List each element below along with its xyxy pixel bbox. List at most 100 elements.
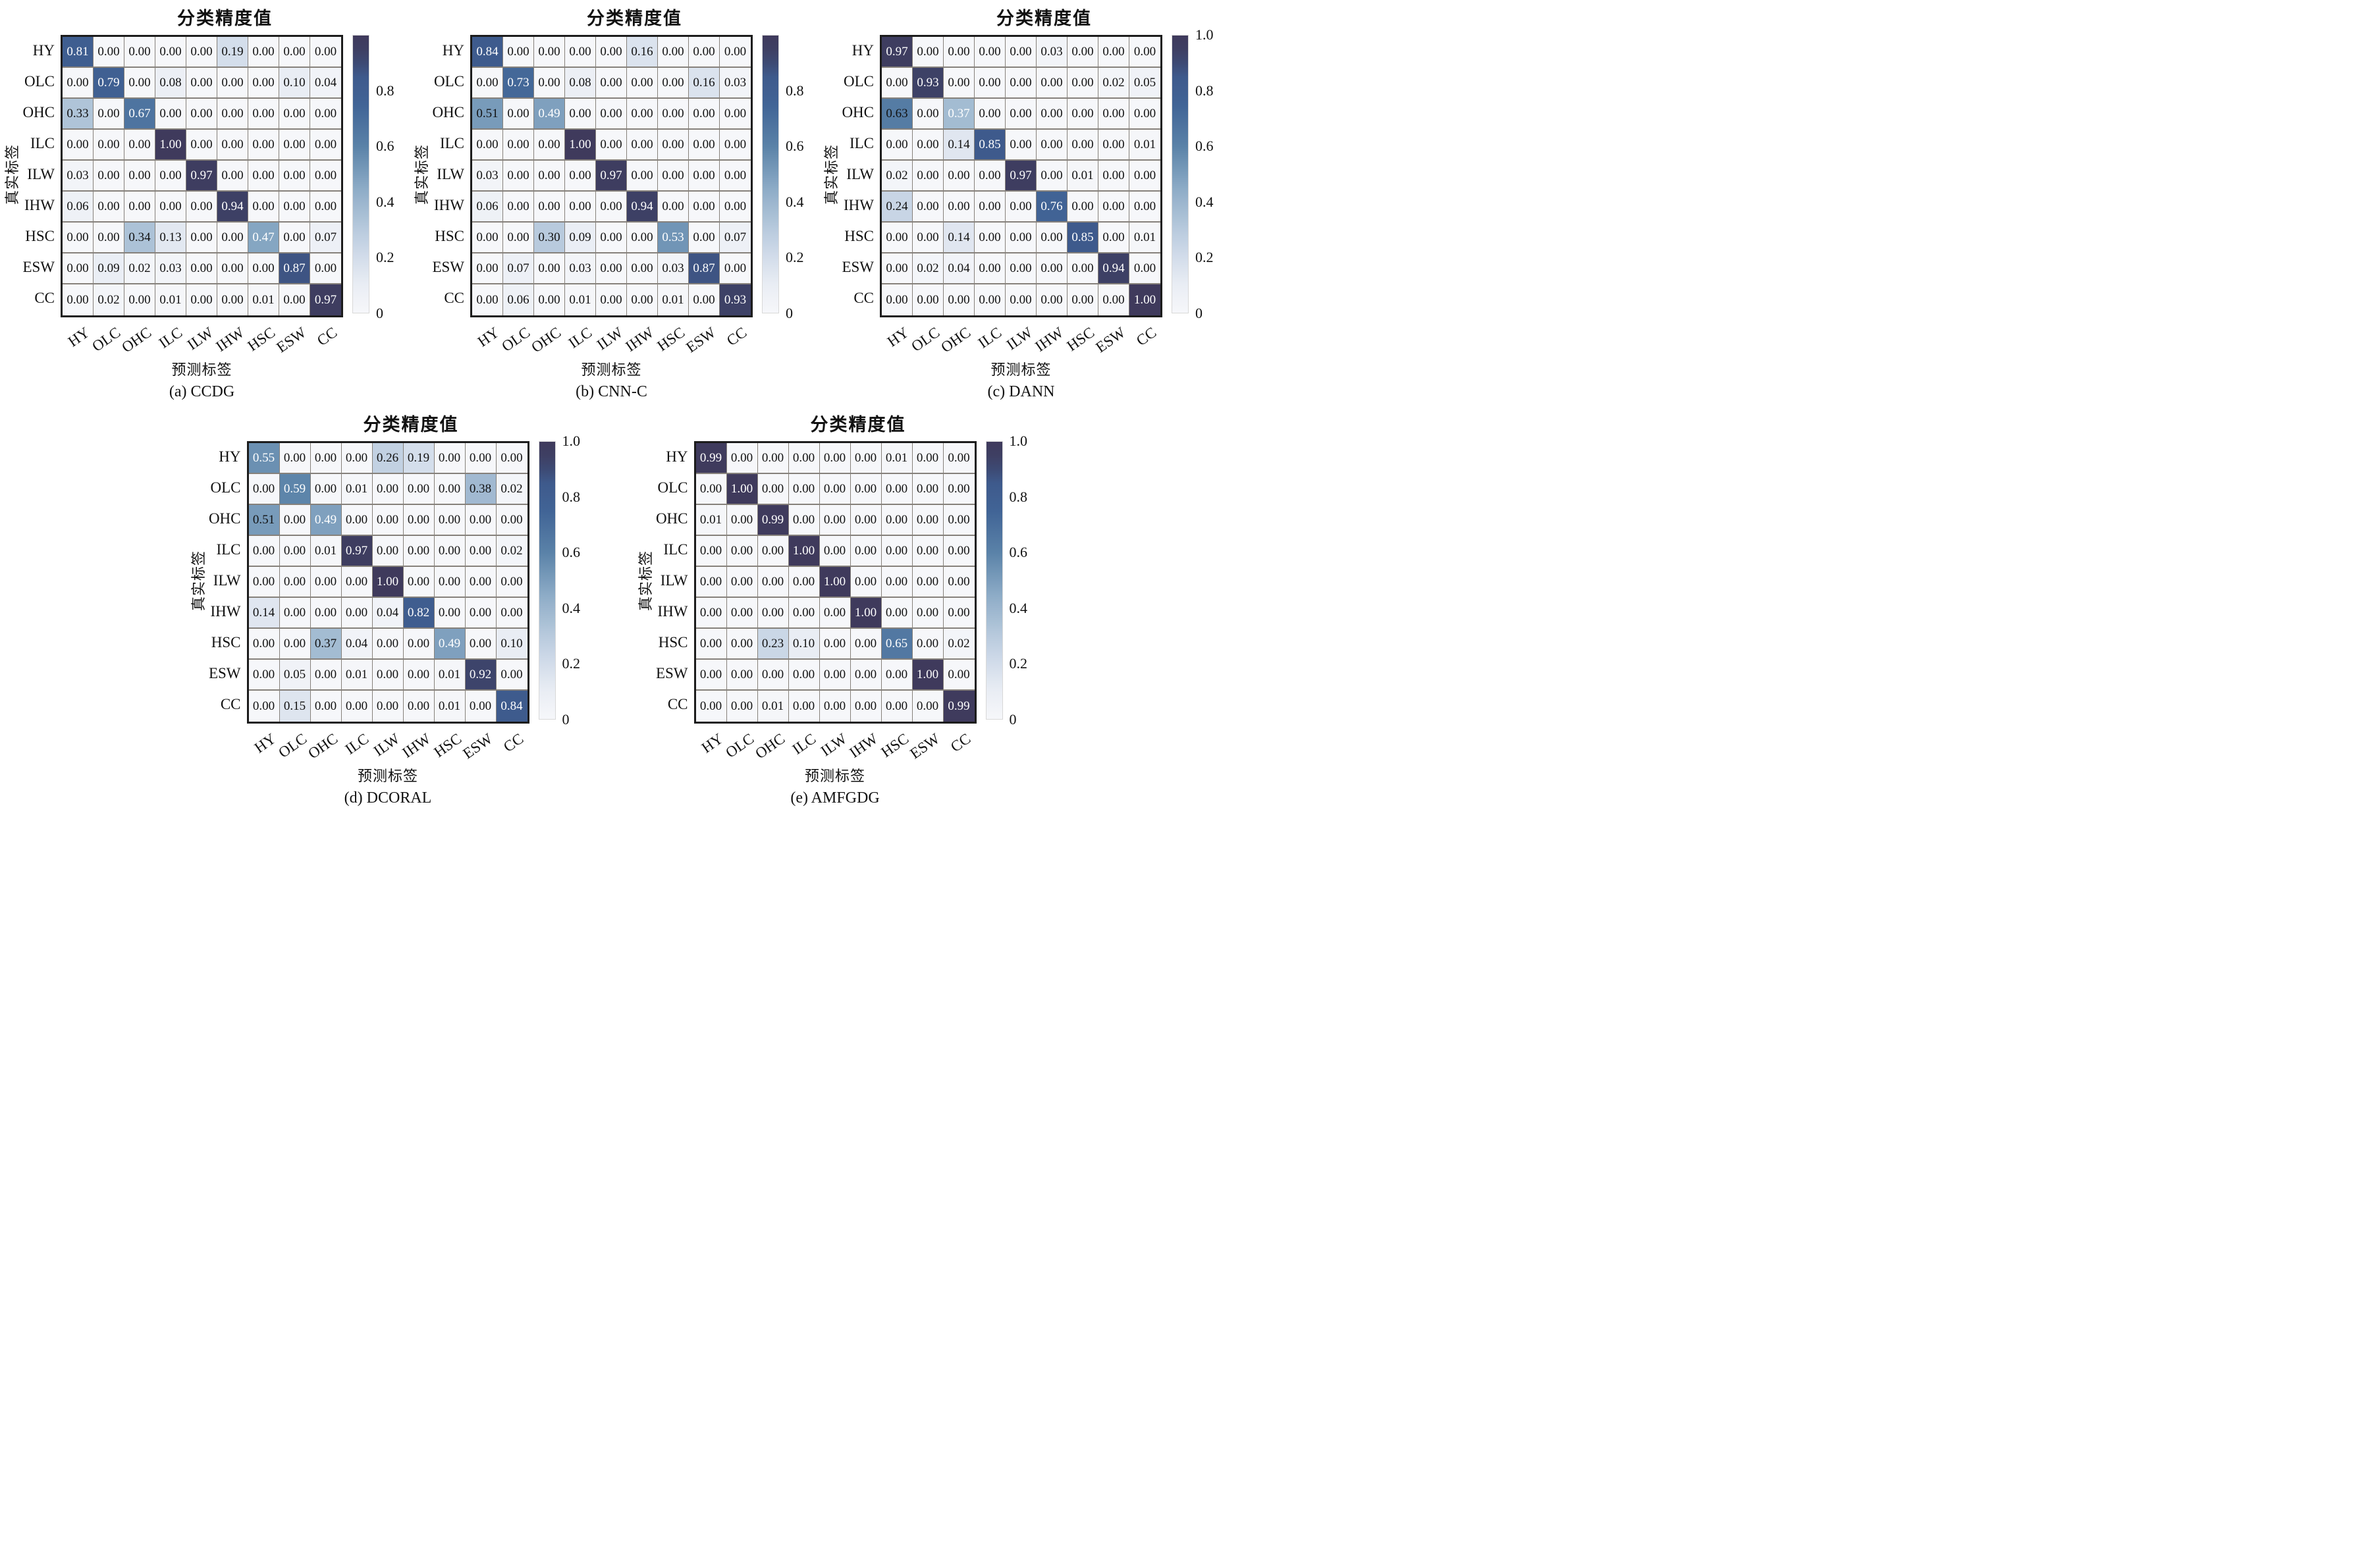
cell-esw-ohc: 0.04 — [944, 253, 975, 284]
cell-ilc-ihw: 0.00 — [217, 130, 248, 161]
y-tick-label-ihw: IHW — [434, 197, 464, 213]
cell-cc-cc: 0.99 — [943, 691, 975, 722]
cell-hsc-ilw: 0.00 — [596, 223, 627, 253]
cell-esw-ilc: 0.00 — [975, 253, 1006, 284]
cell-ihw-olc: 0.00 — [503, 192, 534, 223]
cell-ilw-cc: 0.00 — [1129, 161, 1160, 192]
cell-ilc-ohc: 0.00 — [124, 130, 155, 161]
y-tick-label-ilc: ILC — [30, 135, 55, 151]
x-tick-label-ilc: ILC — [155, 324, 186, 352]
cell-ilc-hy: 0.00 — [248, 536, 280, 567]
cell-cc-ilw: 0.00 — [596, 284, 627, 315]
cell-hsc-esw: 0.00 — [912, 629, 944, 660]
cell-hy-ilw: 0.00 — [1006, 37, 1037, 68]
cell-ilw-olc: 0.00 — [503, 161, 534, 192]
cell-hy-ihw: 0.16 — [627, 37, 658, 68]
cell-hy-ilc: 0.00 — [975, 37, 1006, 68]
cell-olc-esw: 0.38 — [465, 474, 497, 505]
colorbar-gradient — [1172, 35, 1189, 313]
cell-cc-esw: 0.00 — [1098, 284, 1129, 315]
colorbar-tick-0-8: 0.8 — [1009, 488, 1028, 505]
cell-ilw-olc: 0.00 — [94, 161, 124, 192]
cell-ohc-ilc: 0.00 — [788, 505, 820, 536]
x-tick-label-cc: CC — [313, 324, 340, 350]
cell-hsc-ihw: 0.00 — [403, 629, 435, 660]
cell-ohc-esw: 0.00 — [465, 505, 497, 536]
x-axis-label: 预测标签 — [171, 361, 232, 378]
y-tick-label-esw: ESW — [432, 259, 464, 275]
cell-ilw-cc: 0.00 — [310, 161, 341, 192]
cell-cc-hy: 0.00 — [248, 691, 280, 722]
heatmap-plot: 0.97 0.00 0.00 0.00 0.00 0.03 0.00 0.00 0.00 0.00… — [880, 35, 1162, 401]
cell-cc-ohc: 0.00 — [534, 284, 565, 315]
y-tick-label-esw: ESW — [655, 665, 688, 681]
cell-olc-esw: 0.00 — [912, 474, 944, 505]
cell-ohc-cc: 0.00 — [720, 99, 751, 130]
panel-body-amfgdg: 真实标签 HY OLC OHC ILC ILW IHW HSC ESW CC 0.99 0.00 0.0… — [635, 433, 1028, 807]
cell-hsc-ilc: 0.13 — [155, 223, 186, 253]
heatmap-plot: 0.84 0.00 0.00 0.00 0.00 0.16 0.00 0.00 0.00 0.00… — [470, 35, 753, 401]
cell-olc-cc: 0.00 — [943, 474, 975, 505]
cell-ilc-ihw: 0.00 — [850, 536, 882, 567]
colorbar-tick-0-2: 0.2 — [1195, 249, 1214, 266]
y-tick-labels: HY OLC OHC ILC ILW IHW HSC ESW CC — [207, 441, 247, 720]
cell-esw-hsc: 0.00 — [881, 660, 913, 691]
y-tick-labels: HY OLC OHC ILC ILW IHW HSC ESW CC — [431, 35, 470, 313]
cell-ilw-hy: 0.00 — [695, 567, 727, 598]
colorbar-tick-0-6: 0.6 — [786, 138, 804, 155]
heatmap-plot: 0.99 0.00 0.00 0.00 0.00 0.00 0.01 0.00 0.00 0.00… — [693, 441, 977, 807]
y-tick-label-ihw: IHW — [210, 603, 241, 620]
cell-hy-hsc: 0.00 — [658, 37, 689, 68]
y-tick-label-ihw: IHW — [657, 603, 688, 620]
x-tick-label-olc: OLC — [722, 730, 757, 761]
cell-esw-ohc: 0.02 — [124, 253, 155, 284]
x-tick-label-olc: OLC — [908, 324, 943, 355]
cell-ohc-ohc: 0.49 — [310, 505, 342, 536]
y-axis-label: 真实标签 — [637, 550, 654, 611]
colorbar-tick-1: 1.0 — [562, 433, 581, 449]
cell-esw-ilc: 0.01 — [341, 660, 373, 691]
cell-ilc-hy: 0.00 — [63, 130, 94, 161]
cell-ohc-ihw: 0.00 — [217, 99, 248, 130]
colorbar-title: 分类精度值 — [810, 415, 906, 435]
y-tick-label-ohc: OHC — [842, 104, 874, 120]
cell-olc-hsc: 0.00 — [881, 474, 913, 505]
cell-ihw-esw: 0.00 — [1098, 192, 1129, 223]
cell-olc-hsc: 0.00 — [658, 68, 689, 99]
cell-ohc-hy: 0.01 — [695, 505, 727, 536]
cell-ihw-hsc: 0.00 — [1068, 192, 1098, 223]
panel-body-dcoral: 真实标签 HY OLC OHC ILC ILW IHW HSC ESW CC 0.55 0.00 0.0… — [188, 433, 581, 807]
cell-hsc-hy: 0.00 — [882, 223, 913, 253]
subplot-caption-dann: (c) DANN — [987, 383, 1055, 400]
cell-cc-hy: 0.00 — [882, 284, 913, 315]
cell-cc-cc: 1.00 — [1129, 284, 1160, 315]
cell-olc-ohc: 0.00 — [757, 474, 789, 505]
cell-ihw-cc: 0.00 — [720, 192, 751, 223]
cell-hy-olc: 0.00 — [726, 443, 758, 474]
y-tick-label-hy: HY — [442, 42, 464, 59]
y-tick-label-olc: OLC — [844, 73, 874, 90]
x-tick-label-ihw: IHW — [1032, 324, 1067, 355]
cell-cc-olc: 0.00 — [726, 691, 758, 722]
cell-cc-esw: 0.00 — [689, 284, 720, 315]
cell-ilw-cc: 0.00 — [720, 161, 751, 192]
cell-hy-esw: 0.00 — [912, 443, 944, 474]
x-tick-label-ohc: OHC — [938, 324, 974, 356]
cell-ohc-ihw: 0.00 — [403, 505, 435, 536]
cell-ilw-hsc: 0.00 — [248, 161, 279, 192]
cell-hsc-hy: 0.00 — [63, 223, 94, 253]
cell-ohc-cc: 0.00 — [943, 505, 975, 536]
cell-cc-hy: 0.00 — [63, 284, 94, 315]
cell-hsc-ohc: 0.30 — [534, 223, 565, 253]
cell-ohc-ilw: 0.00 — [186, 99, 217, 130]
cell-esw-hy: 0.00 — [472, 253, 503, 284]
x-tick-label-ilw: ILW — [370, 730, 402, 760]
cell-ilw-hsc: 0.00 — [658, 161, 689, 192]
colorbar-tick-1: 1.0 — [1009, 433, 1028, 449]
y-tick-label-olc: OLC — [24, 73, 55, 90]
cell-hy-esw: 0.00 — [465, 443, 497, 474]
x-tick-label-olc: OLC — [275, 730, 310, 761]
cell-ohc-ihw: 0.00 — [850, 505, 882, 536]
cell-hsc-hsc: 0.53 — [658, 223, 689, 253]
cell-ihw-cc: 0.00 — [310, 192, 341, 223]
